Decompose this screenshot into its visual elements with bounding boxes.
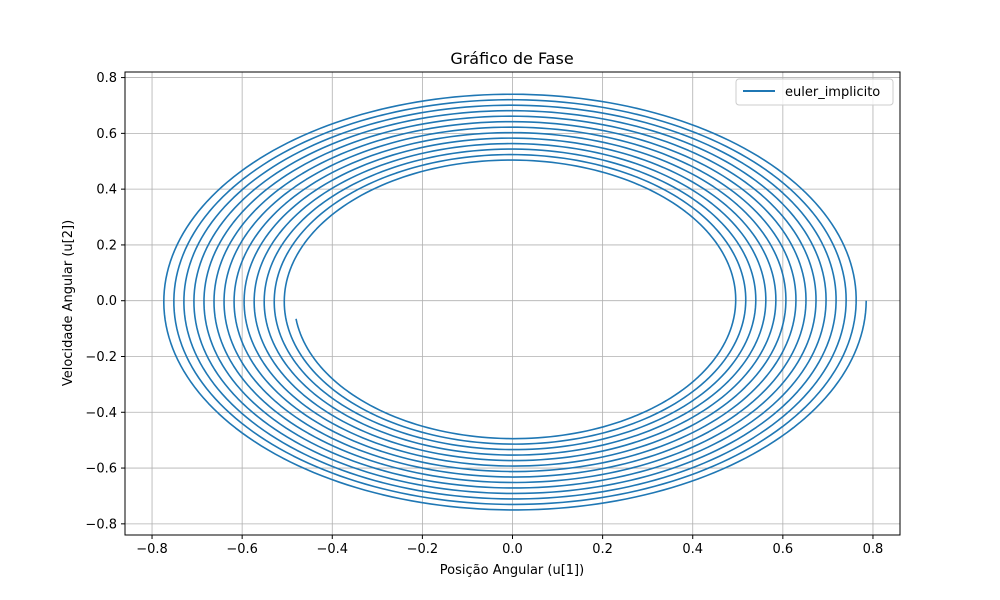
legend-label: euler_implicito xyxy=(785,85,880,100)
y-tick-label: 0.2 xyxy=(96,238,117,253)
x-tick-label: −0.2 xyxy=(407,542,439,557)
legend-box xyxy=(735,78,894,106)
x-tick-label: 0.0 xyxy=(502,542,523,557)
x-tick-label: 0.4 xyxy=(682,542,703,557)
x-tick-label: −0.4 xyxy=(316,542,348,557)
x-tick-label: −0.6 xyxy=(226,542,258,557)
series-layer xyxy=(163,93,868,511)
legend: euler_implicito xyxy=(735,78,894,106)
y-tick-label: −0.4 xyxy=(85,406,117,421)
grid xyxy=(125,72,900,535)
x-tick-label: −0.8 xyxy=(136,542,168,557)
y-tick-label: −0.6 xyxy=(85,462,117,477)
y-tick-label: 0.0 xyxy=(96,294,117,309)
chart-title: Gráfico de Fase xyxy=(450,49,573,68)
series-line-euler-implicito xyxy=(163,93,868,511)
y-tick-label: −0.8 xyxy=(85,517,117,532)
x-tick-label: 0.8 xyxy=(863,542,884,557)
x-tick-label: 0.2 xyxy=(592,542,613,557)
y-tick-label: −0.2 xyxy=(85,350,117,365)
x-axis-label: Posição Angular (u[1]) xyxy=(440,563,584,578)
x-axis: −0.8 −0.6 −0.4 −0.2 0.0 0.2 0.4 0.6 0.8 xyxy=(136,535,883,557)
y-axis-label: Velocidade Angular (u[2]) xyxy=(61,220,76,386)
y-tick-label: 0.4 xyxy=(96,183,117,198)
y-tick-label: 0.6 xyxy=(96,127,117,142)
x-tick-label: 0.6 xyxy=(773,542,794,557)
y-axis: −0.8 −0.6 −0.4 −0.2 0.0 0.2 0.4 0.6 0.8 xyxy=(85,71,125,532)
y-tick-label: 0.8 xyxy=(96,71,117,86)
